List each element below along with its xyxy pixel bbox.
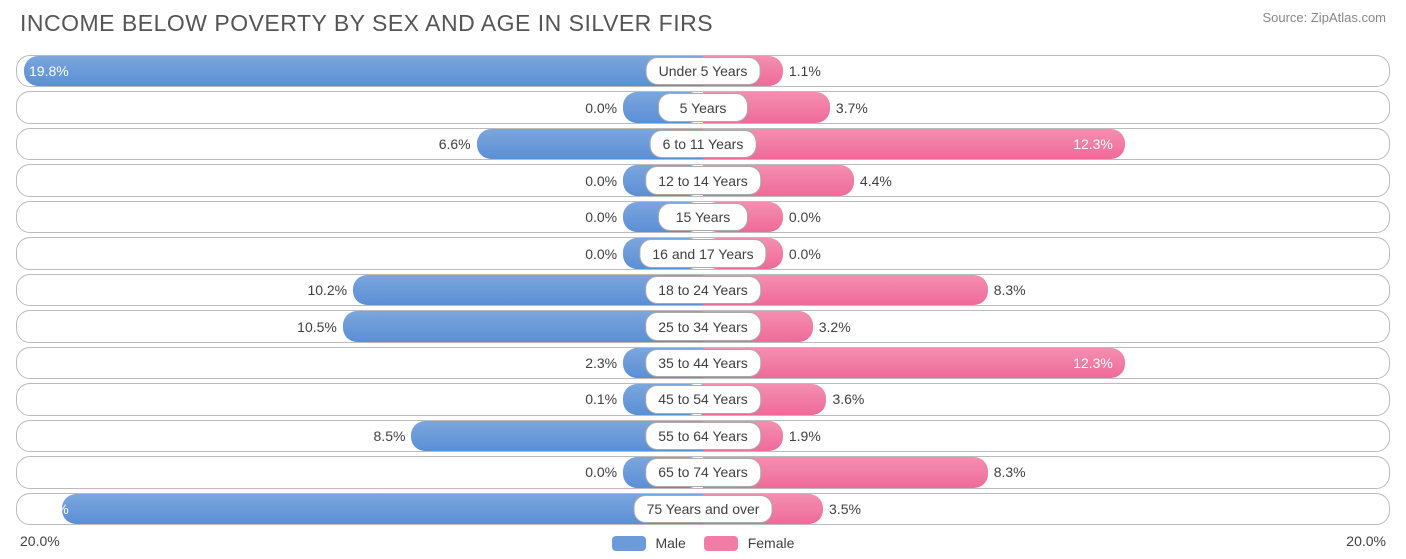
- category-label: 15 Years: [658, 203, 748, 231]
- chart-row: 25 to 34 Years 10.5% 3.2%: [16, 310, 1390, 342]
- legend-female-swatch: [704, 536, 738, 551]
- male-value-label: 0.0%: [585, 457, 617, 487]
- chart-row: 6 to 11 Years 6.6% 12.3%: [16, 128, 1390, 160]
- chart-row: 16 and 17 Years 0.0% 0.0%: [16, 237, 1390, 269]
- category-label: 35 to 44 Years: [645, 349, 761, 377]
- category-label: 18 to 24 Years: [645, 276, 761, 304]
- chart-row: 18 to 24 Years 10.2% 8.3%: [16, 274, 1390, 306]
- chart-row: 75 Years and over 18.7% 3.5%: [16, 493, 1390, 525]
- category-label: 65 to 74 Years: [645, 458, 761, 486]
- category-label: 5 Years: [658, 93, 748, 121]
- female-value-label: 3.6%: [832, 384, 864, 414]
- axis-label-right: 20.0%: [1346, 533, 1386, 549]
- chart-header: INCOME BELOW POVERTY BY SEX AND AGE IN S…: [16, 10, 1390, 37]
- female-value-label: 3.5%: [829, 494, 861, 524]
- female-value-label: 1.9%: [789, 421, 821, 451]
- female-value-label: 3.7%: [836, 92, 868, 122]
- axis-label-left: 20.0%: [20, 533, 60, 549]
- male-value-label: 0.1%: [585, 384, 617, 414]
- category-label: 75 Years and over: [634, 495, 773, 523]
- male-bar: [62, 494, 703, 524]
- category-label: 6 to 11 Years: [650, 130, 757, 158]
- male-value-label: 0.0%: [585, 165, 617, 195]
- category-label: 16 and 17 Years: [639, 239, 766, 267]
- category-label: 25 to 34 Years: [645, 312, 761, 340]
- category-label: 45 to 54 Years: [645, 385, 761, 413]
- male-value-label: 0.0%: [585, 92, 617, 122]
- female-value-label: 3.2%: [819, 311, 851, 341]
- chart-title: INCOME BELOW POVERTY BY SEX AND AGE IN S…: [20, 10, 713, 37]
- female-value-label: 12.3%: [1073, 129, 1113, 159]
- male-value-label: 18.7%: [29, 494, 69, 524]
- female-value-label: 8.3%: [994, 457, 1026, 487]
- male-value-label: 0.0%: [585, 202, 617, 232]
- female-bar: [703, 348, 1125, 378]
- chart-container: INCOME BELOW POVERTY BY SEX AND AGE IN S…: [0, 0, 1406, 559]
- male-value-label: 6.6%: [439, 129, 471, 159]
- male-bar: [24, 56, 703, 86]
- legend-male-swatch: [612, 536, 646, 551]
- female-value-label: 12.3%: [1073, 348, 1113, 378]
- legend-female: Female: [704, 535, 795, 552]
- female-value-label: 0.0%: [789, 202, 821, 232]
- category-label: Under 5 Years: [646, 57, 761, 85]
- chart-row: 55 to 64 Years 8.5% 1.9%: [16, 420, 1390, 452]
- chart-row: Under 5 Years 19.8% 1.1%: [16, 55, 1390, 87]
- female-value-label: 8.3%: [994, 275, 1026, 305]
- category-label: 55 to 64 Years: [645, 422, 761, 450]
- male-value-label: 19.8%: [29, 56, 69, 86]
- chart-footer: 20.0% Male Female 20.0%: [16, 531, 1390, 555]
- female-value-label: 1.1%: [789, 56, 821, 86]
- chart-row: 35 to 44 Years 2.3% 12.3%: [16, 347, 1390, 379]
- female-bar: [703, 129, 1125, 159]
- female-value-label: 4.4%: [860, 165, 892, 195]
- chart-row: 5 Years 0.0% 3.7%: [16, 91, 1390, 123]
- chart-source: Source: ZipAtlas.com: [1262, 10, 1386, 25]
- legend-female-label: Female: [748, 535, 795, 551]
- legend-male-label: Male: [655, 535, 685, 551]
- chart-legend: Male Female: [612, 535, 795, 552]
- chart-row: 45 to 54 Years 0.1% 3.6%: [16, 383, 1390, 415]
- legend-male: Male: [612, 535, 686, 552]
- male-value-label: 2.3%: [585, 348, 617, 378]
- male-value-label: 10.2%: [307, 275, 347, 305]
- female-value-label: 0.0%: [789, 238, 821, 268]
- chart-rows: Under 5 Years 19.8% 1.1% 5 Years 0.0% 3.7% 6 t…: [16, 55, 1390, 525]
- chart-row: 12 to 14 Years 0.0% 4.4%: [16, 164, 1390, 196]
- male-value-label: 0.0%: [585, 238, 617, 268]
- chart-row: 15 Years 0.0% 0.0%: [16, 201, 1390, 233]
- chart-row: 65 to 74 Years 0.0% 8.3%: [16, 456, 1390, 488]
- category-label: 12 to 14 Years: [645, 166, 761, 194]
- male-value-label: 8.5%: [374, 421, 406, 451]
- male-value-label: 10.5%: [297, 311, 337, 341]
